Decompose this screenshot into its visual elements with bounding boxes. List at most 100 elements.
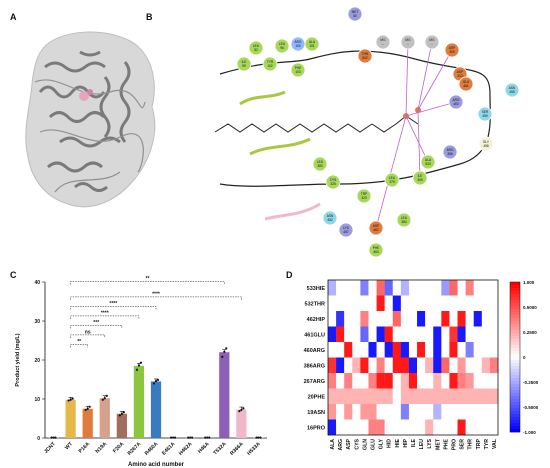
colorbar-segment	[510, 396, 520, 400]
heatmap-cell	[376, 388, 385, 405]
heatmap-cell	[376, 373, 385, 389]
residue-name: MG	[429, 38, 435, 42]
colorbar-segment	[510, 285, 520, 289]
column-label: TYR	[484, 439, 490, 450]
heatmap-cell	[441, 280, 450, 296]
residue-name: LYS	[343, 226, 349, 230]
data-point	[50, 436, 53, 439]
heatmap-cell	[417, 357, 426, 374]
heatmap-cell	[473, 311, 483, 327]
residue-number: 101	[309, 44, 315, 48]
interaction-line	[417, 109, 421, 179]
residue-name: GLY	[483, 140, 490, 144]
y-tick-label: 10	[34, 397, 40, 403]
residue-name: ALA	[309, 40, 316, 44]
residue-marker	[236, 56, 252, 72]
residue-number: 100	[295, 44, 301, 48]
heatmap-cell	[400, 357, 410, 374]
heatmap-cell	[465, 295, 474, 312]
heatmap-cell	[336, 295, 345, 312]
heatmap-cell	[344, 280, 353, 296]
colorbar-segment	[510, 375, 520, 379]
colorbar-segment	[510, 426, 520, 430]
heatmap-cell	[352, 326, 361, 343]
colorbar-tick-label: 0	[523, 355, 526, 360]
heatmap-cell	[352, 419, 361, 436]
heatmap-cell	[417, 326, 426, 343]
heatmap-cell	[441, 357, 450, 374]
y-tick-label: 0	[37, 436, 40, 442]
heatmap-cell	[360, 373, 369, 389]
heatmap-cell	[336, 280, 345, 296]
colorbar-segment	[510, 354, 520, 358]
heatmap-cell	[360, 419, 369, 436]
bar	[133, 365, 145, 438]
colorbar-segment	[510, 294, 520, 298]
heatmap-cell	[392, 311, 402, 327]
heatmap-cell	[344, 419, 353, 436]
heatmap-cell	[425, 357, 434, 374]
residue-marker	[420, 154, 436, 170]
colorbar-segment	[510, 327, 520, 331]
colorbar-segment	[510, 417, 520, 421]
bar-chart: 0 10 20 30 40 Product yield (mg/L) Amino acid …	[15, 276, 267, 468]
residue-number: 305	[417, 178, 423, 182]
heatmap-cell	[465, 388, 474, 405]
column-label: HIE	[395, 438, 401, 447]
heatmap-cell	[328, 388, 337, 405]
heatmap-cell	[368, 295, 377, 312]
colorbar-segment	[510, 345, 520, 349]
heatmap-cell	[465, 280, 474, 296]
residue-number: 323	[361, 196, 367, 200]
heatmap-cell	[352, 404, 361, 420]
heatmap-cell	[465, 373, 474, 389]
heatmap-cell	[481, 357, 491, 374]
residue-name: CYS	[330, 178, 337, 182]
heatmap-cell	[328, 326, 337, 343]
column-label: TRP	[476, 438, 482, 449]
data-point	[122, 411, 125, 414]
significance-label: **	[77, 339, 81, 345]
heatmap-cell	[417, 311, 426, 327]
residue-name: LEU	[279, 42, 286, 46]
residue-name: ARG	[447, 148, 454, 152]
colorbar-segment	[510, 402, 520, 406]
residue-name: TYR	[267, 60, 274, 64]
significance-label: **	[146, 276, 150, 282]
colorbar-segment	[510, 423, 520, 427]
heatmap-cell	[473, 280, 483, 296]
heatmap-cell	[425, 373, 434, 389]
heatmap-cell	[328, 357, 337, 374]
residue-marker	[442, 144, 458, 160]
colorbar-segment	[510, 315, 520, 319]
heatmap-cell	[400, 326, 410, 343]
heatmap-cell	[489, 280, 499, 296]
data-point	[156, 378, 160, 381]
y-tick-label: 30	[34, 319, 40, 325]
heatmap-cell	[392, 404, 402, 420]
colorbar-tick-label: -1.000	[523, 430, 536, 435]
heatmap-cell	[400, 311, 410, 327]
data-point	[139, 361, 143, 364]
column-label: MET	[435, 438, 441, 450]
heatmap-cell	[449, 357, 458, 374]
heatmap-cell	[425, 419, 434, 436]
heatmap-cell	[328, 419, 337, 436]
heatmap-cell	[481, 280, 491, 296]
heatmap-cell	[360, 388, 369, 405]
colorbar-segment	[510, 291, 520, 295]
column-label: LEU	[419, 439, 425, 450]
row-label: 461GLU	[304, 332, 325, 338]
column-label: LYS	[427, 438, 433, 448]
heatmap-cell	[368, 373, 377, 389]
heatmap-cell	[457, 342, 466, 358]
heatmap-cell	[473, 373, 483, 389]
colorbar-segment	[510, 381, 520, 385]
colorbar-segment	[510, 429, 520, 433]
interaction-line	[417, 41, 433, 111]
